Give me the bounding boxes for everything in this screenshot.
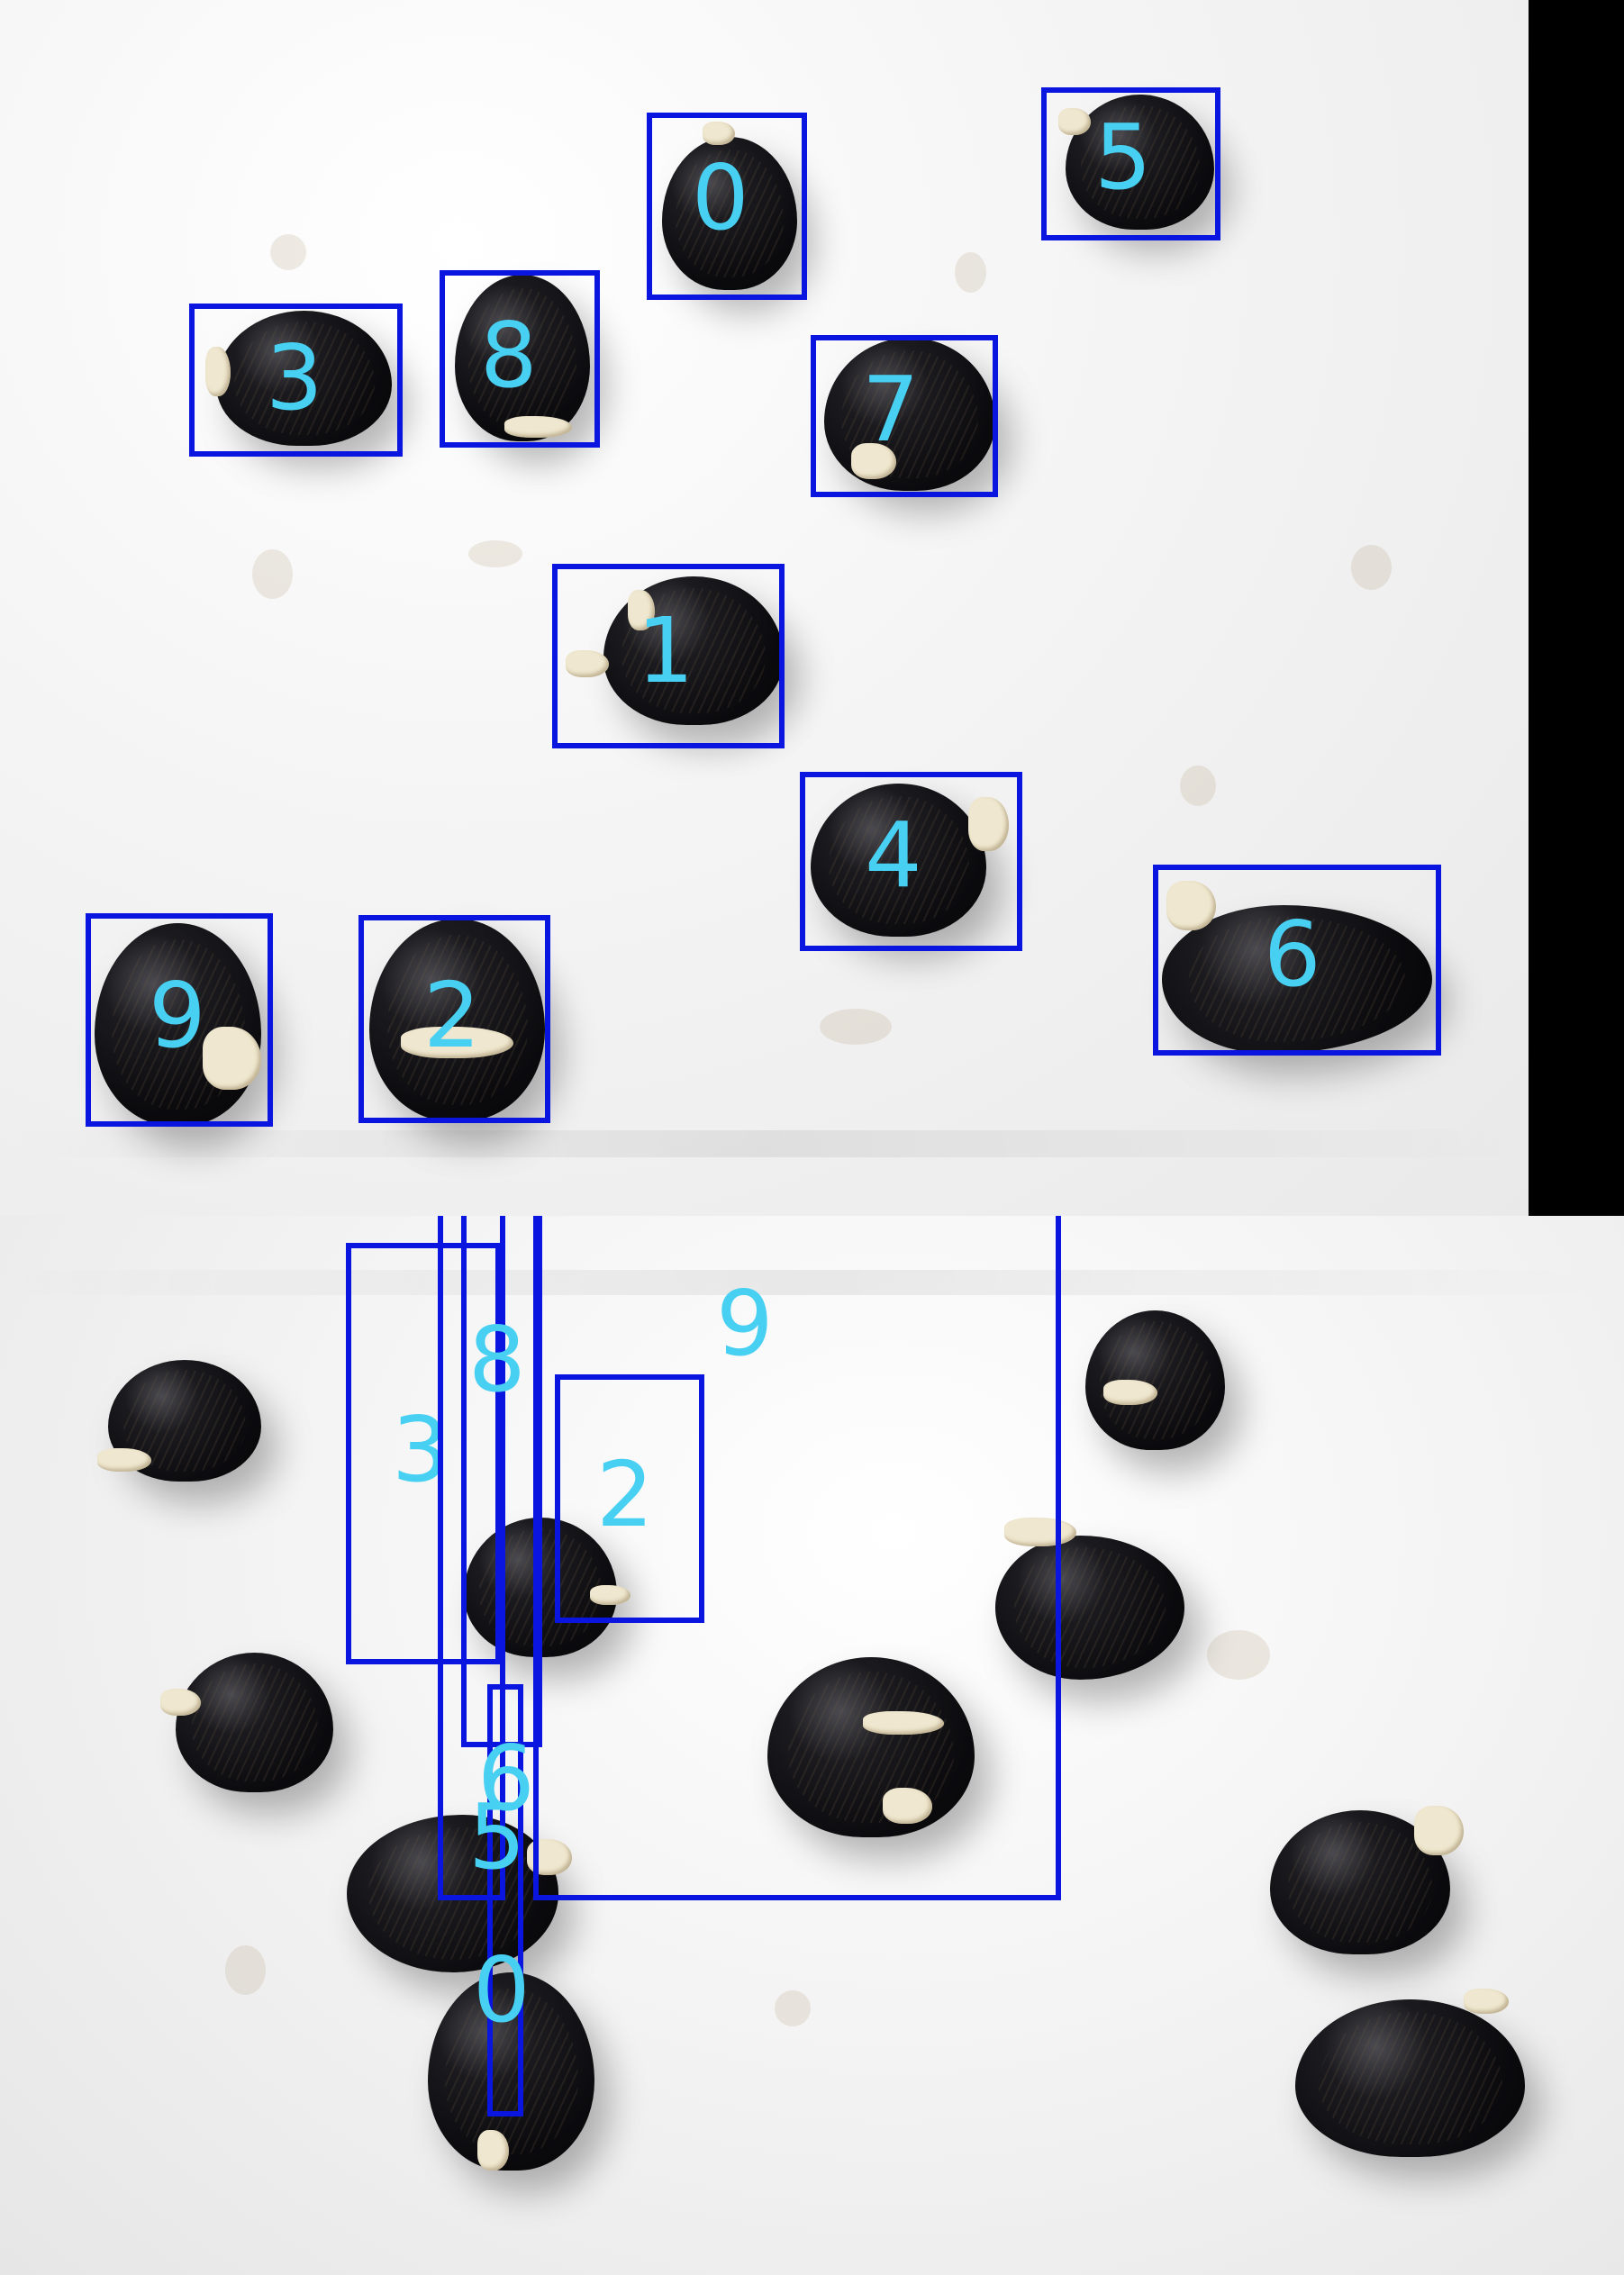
sprout [590,1585,631,1605]
sprout [883,1788,932,1824]
sprout [97,1448,151,1472]
sprout [203,1027,261,1090]
sprout [1464,1989,1509,2014]
top-panel: 0 5 3 8 7 1 4 6 9 2 [0,0,1529,1216]
stain [468,540,522,567]
sprout [160,1689,201,1716]
seed [995,1536,1184,1680]
seed [1270,1810,1450,1954]
stain [1351,545,1392,590]
stain [955,252,986,293]
seed [1162,905,1432,1054]
detection-label: 9 [149,963,206,1068]
seed [216,311,392,446]
detection-box [189,304,403,457]
seed [108,1360,261,1482]
sprout [1058,108,1091,135]
detection-label: 3 [266,325,323,431]
detection-box [552,564,785,748]
detection-label: 9 [716,1271,774,1376]
detection-label: 8 [468,1307,526,1412]
sprout [401,1027,513,1058]
detection-box [461,1216,542,1747]
seed [662,137,797,290]
detection-box [1041,87,1220,240]
sprout [566,650,609,677]
detection-box [346,1243,501,1664]
sprout [851,443,896,479]
seed [455,275,590,441]
sprout [1414,1806,1464,1855]
bottom-panel: 9 3 8 2 0 6 5 [0,1216,1624,2275]
stain [270,234,306,270]
detection-label: 4 [865,802,922,908]
cloth-crease [0,1270,1624,1295]
sprout [477,2130,509,2171]
sprout [1166,881,1216,930]
detection-label: 5 [1094,104,1152,210]
detection-box [647,113,807,300]
detection-label: 1 [637,598,694,703]
sprout [1103,1380,1157,1405]
detection-label: 6 [1264,902,1321,1007]
detection-label: 0 [473,1937,531,2043]
detection-box [440,270,600,448]
detection-box [800,772,1022,951]
sprout [205,347,231,396]
detection-box [1153,865,1441,1056]
stain [1207,1630,1270,1680]
seed [1295,1999,1525,2157]
detection-box [811,335,998,497]
detection-label: 8 [480,303,538,408]
detection-label: 2 [423,963,481,1068]
detection-label: 0 [692,145,749,250]
detection-box [533,1216,1061,1900]
sprout [703,122,735,145]
seed [811,784,986,937]
sprout [968,797,1009,851]
stain [775,1990,811,2026]
stain [1180,766,1216,806]
seed [369,919,545,1121]
detection-label: 7 [862,357,920,462]
detection-label: 5 [468,1784,526,1890]
sprout [863,1711,944,1735]
black-border-strip [1529,0,1624,1216]
seed [1066,95,1214,230]
detection-label: 6 [477,1726,535,1831]
stain [225,1945,266,1995]
detection-box [86,913,273,1127]
sprout [1004,1518,1076,1546]
detection-box [555,1374,704,1623]
cloth-crease [0,1130,1529,1157]
detection-box [438,1216,505,1900]
stain [252,549,293,599]
seed [428,1972,594,2171]
sprout [504,416,572,438]
sprout [628,590,655,630]
seed [176,1653,333,1792]
detection-box [487,1684,523,2116]
detection-label: 2 [596,1442,654,1547]
seed [1085,1310,1225,1450]
stain [820,1009,892,1045]
detection-box [358,915,550,1123]
